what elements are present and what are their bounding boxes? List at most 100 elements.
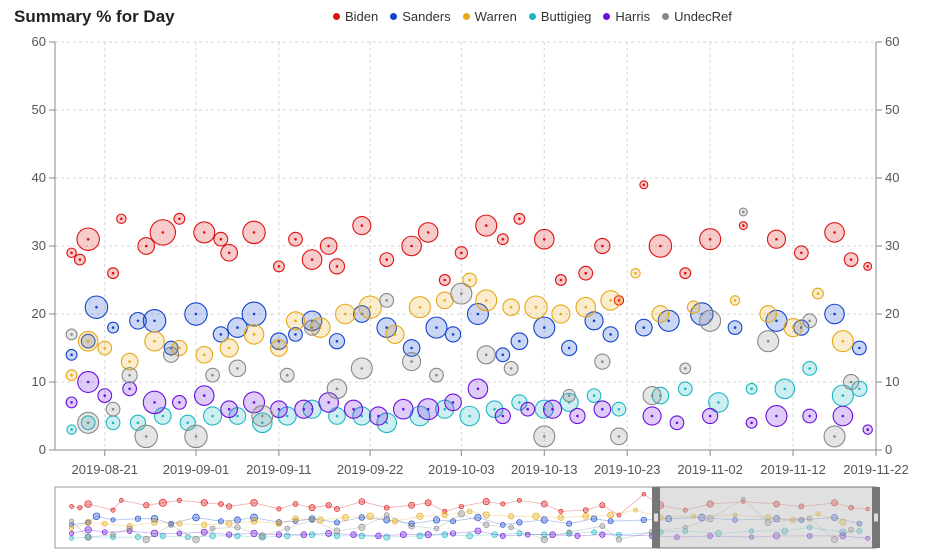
navigator-point bbox=[789, 516, 797, 524]
navigator-selection[interactable] bbox=[655, 486, 877, 549]
y-tick-label: 20 bbox=[32, 306, 46, 321]
navigator-point bbox=[134, 515, 142, 522]
legend-label: Biden bbox=[345, 9, 379, 24]
data-point-center bbox=[858, 387, 861, 391]
data-point-center bbox=[509, 305, 513, 309]
data-point-center bbox=[775, 414, 778, 418]
navigator-point bbox=[482, 521, 490, 529]
navigator-point bbox=[764, 518, 772, 526]
navigator-point bbox=[110, 507, 116, 513]
data-point-center bbox=[78, 258, 82, 261]
handle-grip bbox=[654, 513, 658, 522]
navigator-point bbox=[707, 532, 714, 539]
legend-label: Warren bbox=[474, 9, 517, 24]
data-point-center bbox=[484, 224, 488, 227]
navigator-point bbox=[383, 533, 391, 541]
data-point-center bbox=[161, 414, 165, 418]
navigator-point bbox=[532, 512, 540, 520]
data-point-center bbox=[451, 333, 455, 336]
x-tick-label: 2019-08-21 bbox=[72, 462, 139, 477]
data-point-center bbox=[650, 414, 654, 418]
legend-item-buttigieg[interactable]: Buttigieg bbox=[528, 9, 591, 24]
legend-swatch bbox=[662, 13, 670, 20]
navigator-point bbox=[192, 535, 200, 544]
data-point-center bbox=[742, 210, 745, 214]
x-tick-label: 2019-10-03 bbox=[428, 462, 495, 477]
navigator-point bbox=[574, 532, 581, 539]
data-point-center bbox=[443, 407, 447, 411]
navigator-point bbox=[582, 507, 589, 513]
data-point-center bbox=[766, 312, 770, 316]
navigator-point bbox=[433, 525, 440, 532]
data-point-center bbox=[659, 244, 662, 248]
navigator-point bbox=[200, 499, 208, 507]
navigator-point bbox=[424, 499, 432, 507]
navigator-point bbox=[741, 496, 746, 502]
data-point-center bbox=[476, 387, 480, 391]
navigator-point bbox=[516, 519, 523, 526]
legend-item-sanders[interactable]: Sanders bbox=[390, 9, 451, 24]
navigator-line-undecref bbox=[71, 498, 852, 540]
data-point-center bbox=[601, 407, 604, 411]
navigator-point bbox=[234, 524, 241, 531]
y-tick-label-right: 10 bbox=[885, 374, 899, 389]
data-point-center bbox=[642, 183, 646, 187]
legend-item-harris[interactable]: Harris bbox=[603, 9, 650, 24]
data-point-center bbox=[551, 407, 554, 411]
x-tick-label: 2019-10-13 bbox=[511, 462, 578, 477]
navigator-point bbox=[773, 500, 780, 508]
navigator-point bbox=[143, 502, 150, 509]
data-point-center bbox=[509, 367, 513, 370]
data-point-center bbox=[294, 237, 297, 241]
legend-item-biden[interactable]: Biden bbox=[333, 9, 378, 24]
navigator-point bbox=[325, 502, 332, 509]
navigator-point bbox=[209, 525, 216, 532]
navigator-point bbox=[806, 515, 813, 522]
y-tick-label: 30 bbox=[32, 238, 46, 253]
y-tick-label-right: 40 bbox=[885, 170, 899, 185]
data-point-center bbox=[808, 414, 811, 418]
navigator-point bbox=[77, 505, 83, 511]
data-point-center bbox=[277, 407, 281, 411]
data-point-center bbox=[750, 387, 753, 391]
data-point-center bbox=[103, 346, 107, 350]
legend-item-undecref[interactable]: UndecRef bbox=[662, 9, 732, 24]
data-point-center bbox=[808, 319, 811, 323]
navigator-point bbox=[250, 529, 258, 537]
navigator-point bbox=[508, 524, 514, 531]
navigator-point bbox=[134, 534, 141, 541]
navigator-point bbox=[839, 528, 847, 536]
navigator-point bbox=[432, 516, 441, 524]
navigator-point bbox=[69, 530, 75, 536]
navigator-point bbox=[865, 535, 871, 541]
data-point-center bbox=[501, 353, 505, 357]
data-point-center bbox=[841, 339, 845, 343]
navigator-point bbox=[341, 514, 349, 521]
navigator-point bbox=[308, 515, 316, 523]
data-point-center bbox=[153, 339, 156, 343]
data-point-center bbox=[385, 421, 389, 425]
data-point-center bbox=[476, 312, 480, 316]
legend-item-warren[interactable]: Warren bbox=[462, 9, 517, 24]
data-point-center bbox=[310, 326, 314, 329]
navigator-point bbox=[391, 517, 399, 525]
data-point-center bbox=[219, 237, 223, 241]
data-point-center bbox=[708, 237, 712, 241]
data-point-center bbox=[742, 224, 745, 227]
legend-swatch bbox=[603, 13, 611, 20]
data-point-center bbox=[858, 346, 861, 350]
data-point-center bbox=[86, 237, 90, 241]
data-point-center bbox=[501, 414, 505, 418]
navigator-point bbox=[158, 498, 167, 507]
x-tick-label: 2019-09-01 bbox=[163, 462, 230, 477]
navigator-point bbox=[217, 518, 224, 525]
navigator-point bbox=[69, 522, 75, 528]
data-point-center bbox=[377, 414, 380, 418]
data-point-center bbox=[418, 305, 422, 309]
navigator-point bbox=[781, 527, 789, 535]
data-point-center bbox=[294, 319, 297, 323]
navigator-point bbox=[474, 527, 482, 535]
navigator-point bbox=[449, 530, 457, 537]
data-point-center bbox=[128, 373, 131, 377]
data-point-center bbox=[451, 401, 455, 404]
